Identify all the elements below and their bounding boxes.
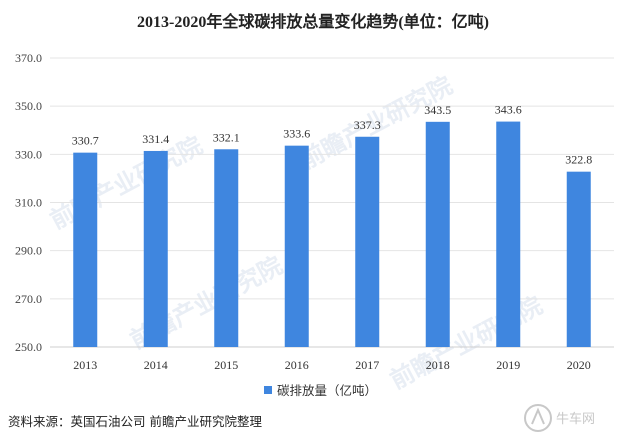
y-axis-ticks: 250.0 270.0 290.0 310.0 330.0 350.0 370.0: [15, 51, 42, 354]
chart-title: 2013-2020年全球碳排放总量变化趋势(单位：亿吨): [137, 14, 489, 31]
bar-value-label: 330.7: [72, 134, 99, 148]
x-tick-label: 2020: [567, 358, 591, 372]
y-tick-label: 290.0: [15, 244, 42, 258]
bar: [143, 150, 168, 347]
bar: [214, 149, 239, 347]
watermark-text: 前瞻产业研究院: [46, 131, 207, 235]
legend: 碳排放量（亿吨）: [264, 380, 377, 399]
bars: [73, 121, 591, 347]
bar-value-label: 343.6: [495, 103, 522, 117]
y-tick-label: 370.0: [15, 51, 42, 65]
x-tick-label: 2019: [496, 358, 520, 372]
legend-swatch: [264, 385, 272, 394]
x-tick-label: 2016: [285, 358, 309, 372]
x-tick-label: 2013: [73, 358, 97, 372]
x-tick-label: 2014: [144, 358, 168, 372]
y-tick-label: 310.0: [15, 196, 42, 210]
bar-value-label: 343.5: [424, 103, 451, 117]
x-tick-label: 2015: [214, 358, 238, 372]
bar: [496, 121, 521, 347]
bar: [566, 171, 591, 347]
bar: [73, 152, 98, 347]
bar-value-label: 333.6: [283, 127, 310, 141]
x-axis-ticks: 2013 2014 2015 2016 2017 2018 2019 2020: [73, 358, 591, 372]
corner-logo-icon: 牛车网: [524, 404, 595, 432]
watermark-text: 前瞻产业研究院: [386, 291, 547, 395]
y-tick-label: 270.0: [15, 292, 42, 306]
bar-value-label: 322.8: [565, 153, 592, 167]
bar-value-label: 332.1: [213, 130, 240, 144]
bar-value-label: 337.3: [354, 118, 381, 132]
corner-logo-text: 牛车网: [556, 411, 595, 427]
x-tick-label: 2018: [426, 358, 450, 372]
legend-label: 碳排放量（亿吨）: [277, 383, 378, 398]
bar-value-label: 331.4: [142, 132, 169, 146]
y-tick-label: 330.0: [15, 147, 42, 161]
bar: [425, 121, 450, 347]
x-tick-label: 2017: [355, 358, 379, 372]
source-note: 资料来源：英国石油公司 前瞻产业研究院整理: [8, 414, 262, 429]
y-tick-label: 250.0: [15, 340, 42, 354]
bar: [355, 136, 380, 347]
value-labels: 330.7 331.4 332.1 333.6 337.3 343.5 343.6 322.8: [72, 103, 593, 167]
bar: [284, 145, 309, 347]
y-tick-label: 350.0: [15, 99, 42, 113]
